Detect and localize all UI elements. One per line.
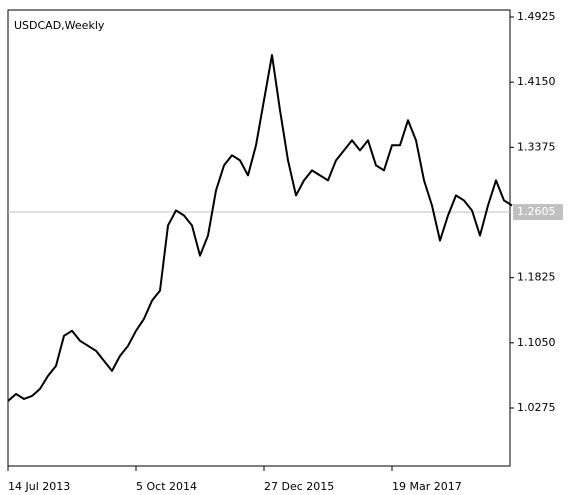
- last-price-box: [513, 204, 563, 221]
- y-tick-label: 1.4150: [517, 75, 556, 88]
- y-tick-label: 1.1050: [517, 336, 556, 349]
- chart-title: USDCAD,Weekly: [14, 19, 105, 32]
- y-tick-label: 1.1825: [517, 271, 556, 284]
- plot-frame: [7, 9, 511, 467]
- last-price-label: 1.2605: [517, 205, 556, 218]
- x-tick-label: 27 Dec 2015: [264, 480, 334, 493]
- x-tick-label: 19 Mar 2017: [392, 480, 462, 493]
- y-tick-label: 1.3375: [517, 140, 556, 153]
- x-tick-label: 5 Oct 2014: [136, 480, 197, 493]
- price-line: [7, 54, 513, 402]
- y-tick-label: 1.0275: [517, 401, 556, 414]
- x-tick-label: 14 Jul 2013: [8, 480, 70, 493]
- y-tick-label: 1.4925: [517, 10, 556, 23]
